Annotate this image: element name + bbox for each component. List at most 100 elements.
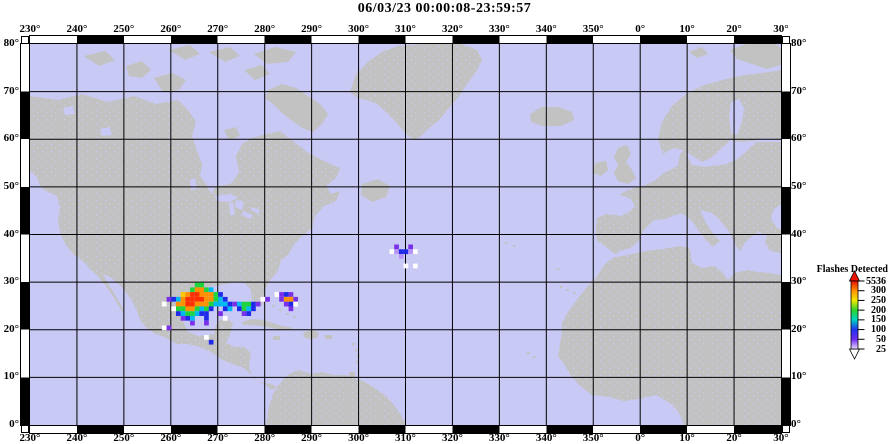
lon-tick-label-top: 280° — [254, 23, 276, 35]
flash-cell — [204, 320, 209, 326]
flash-cell — [246, 311, 252, 316]
colorbar — [848, 270, 865, 360]
lon-tick-label-bottom: 270° — [207, 432, 229, 444]
flash-cell — [176, 306, 181, 312]
flash-cell — [185, 306, 191, 312]
flash-cell — [213, 292, 219, 297]
map-border-bottom — [30, 425, 781, 433]
lon-tick-label-bottom: 320° — [441, 432, 463, 444]
lon-tick-label-top: 310° — [395, 23, 416, 35]
colorbar-value-label: 200 — [871, 304, 886, 316]
flash-cell — [403, 249, 409, 255]
flash-cell — [227, 306, 233, 312]
flash-cell — [413, 263, 418, 269]
lon-tick-label-top: 250° — [113, 23, 135, 35]
flash-cell — [288, 306, 294, 312]
land-south-america — [266, 370, 406, 425]
flash-heatmap — [161, 244, 418, 345]
flash-cell — [389, 249, 395, 255]
lat-tick-label-right: 30° — [791, 275, 807, 288]
lon-tick-label-top: 350° — [582, 23, 604, 35]
gulf-of-bothnia — [729, 99, 744, 135]
flash-cell — [180, 311, 186, 316]
flash-cell — [288, 301, 294, 307]
land-victoria-island — [154, 73, 186, 92]
lake-superior — [214, 194, 238, 202]
lon-tick-label-bottom: 330° — [488, 432, 510, 444]
flash-cell — [185, 292, 191, 297]
flash-cell — [199, 292, 205, 297]
flash-cell — [204, 306, 209, 312]
land-svalbard-2 — [689, 47, 708, 58]
flash-cell — [394, 249, 399, 255]
flash-cell — [274, 292, 280, 297]
land-north-america — [30, 94, 340, 390]
land-newfoundland — [361, 179, 390, 202]
flash-cell — [408, 249, 413, 255]
lon-tick-label-top: 320° — [441, 23, 463, 35]
land-svalbard — [730, 44, 781, 69]
flash-cell — [241, 311, 247, 316]
lon-tick-label-top: 290° — [301, 23, 323, 35]
flash-cell — [199, 301, 205, 307]
lon-tick-label-bottom: 20° — [726, 432, 742, 444]
lake-huron — [235, 200, 244, 210]
lon-tick-label-bottom: 310° — [395, 432, 416, 444]
flash-cell — [208, 292, 214, 297]
land-arctic-island-5 — [244, 65, 270, 80]
flash-cell — [208, 296, 214, 302]
lon-tick-label-bottom: 300° — [348, 432, 370, 444]
flash-cell — [251, 306, 256, 312]
land-arctic-island-4 — [84, 51, 115, 66]
flash-cell — [180, 306, 186, 312]
lat-tick-label-right: 50° — [791, 179, 807, 192]
flash-cell — [190, 315, 195, 321]
lon-tick-label-top: 240° — [66, 23, 88, 35]
land-arctic-island-1 — [254, 47, 296, 64]
flash-cell — [237, 301, 242, 307]
flash-cell — [279, 296, 284, 302]
flash-cell — [194, 301, 200, 307]
land-europe — [596, 142, 781, 254]
flash-cell — [288, 296, 294, 302]
flash-cell — [166, 325, 172, 331]
lat-tick-label-right: 10° — [791, 370, 807, 383]
flash-cell — [279, 292, 284, 297]
lat-tick-label-left: 0° — [9, 418, 19, 430]
flash-cell — [208, 339, 214, 345]
land-great-britain — [614, 145, 636, 184]
land-arctic-island-3 — [169, 45, 200, 60]
lat-tick-label-right: 70° — [791, 84, 807, 97]
flash-cell — [227, 301, 233, 307]
great-lakes — [63, 106, 260, 219]
flash-cell — [218, 311, 223, 316]
flash-cell — [208, 287, 214, 293]
lon-tick-label-top: 230° — [19, 23, 41, 35]
flash-cell — [222, 296, 228, 302]
flash-cell — [190, 301, 195, 307]
lon-tick-label-bottom: 350° — [582, 432, 604, 444]
colorbar-value-label: 50 — [876, 333, 886, 345]
flash-cell — [176, 301, 181, 307]
flash-cell — [161, 301, 167, 307]
flash-cell — [161, 325, 167, 331]
land-hispaniola — [303, 330, 319, 339]
colorbar-ticks — [858, 280, 865, 350]
flash-cell — [394, 244, 399, 250]
flash-cell — [213, 301, 219, 307]
border-corner-top-left — [21, 36, 29, 44]
flash-cell — [180, 292, 186, 297]
graticule-grid — [30, 44, 781, 425]
flash-cell — [260, 296, 266, 302]
lat-tick-label-left: 20° — [3, 322, 19, 335]
flash-cell — [208, 301, 214, 307]
lat-tick-label-left: 60° — [3, 132, 19, 145]
colorbar-value-label: 300 — [871, 285, 886, 297]
lake-ontario — [251, 207, 260, 214]
flash-cell — [398, 249, 404, 255]
map-border-right — [782, 44, 790, 425]
flash-cell — [398, 254, 404, 259]
lat-tick-label-right: 60° — [791, 132, 807, 145]
colorbar-value-label: 250 — [871, 294, 886, 306]
